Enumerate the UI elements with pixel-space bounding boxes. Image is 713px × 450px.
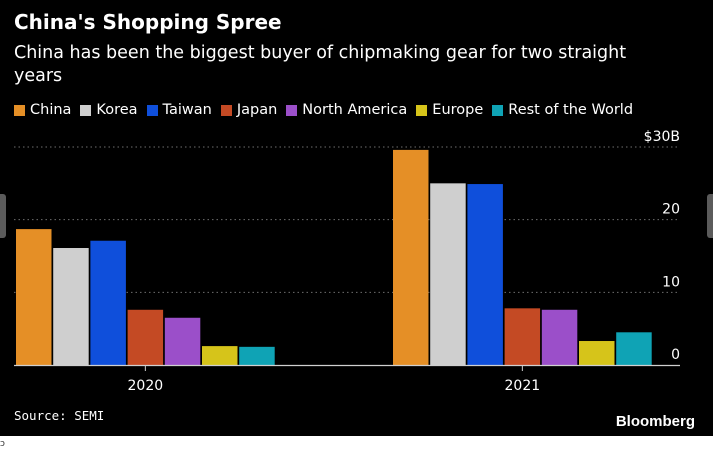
chart-title: China's Shopping Spree	[14, 10, 282, 34]
legend-swatch	[416, 104, 428, 116]
legend-item-china: China	[14, 102, 71, 118]
bar-north-america-2021	[541, 309, 578, 365]
bar-europe-2020	[202, 346, 238, 365]
legend-label: North America	[302, 102, 408, 118]
legend: China Korea Taiwan Japan North America Europe…	[14, 102, 704, 118]
legend-item-taiwan: Taiwan	[146, 102, 212, 118]
legend-item-japan: Japan	[220, 102, 278, 118]
legend-item-rest-of-the-world: Rest of the World	[492, 102, 633, 118]
y-tick-label: 0	[671, 347, 680, 363]
legend-label: Japan	[236, 102, 278, 118]
right-scroll-handle[interactable]	[707, 194, 713, 238]
bar-china-2021	[393, 149, 429, 365]
chart-subtitle: China has been the biggest buyer of chip…	[14, 43, 627, 86]
y-tick-label: $30B	[644, 129, 680, 145]
bar-japan-2020	[127, 309, 164, 365]
bar-rest-of-the-world-2021	[616, 332, 652, 365]
legend-swatch	[14, 104, 25, 116]
legend-item-korea: Korea	[80, 102, 138, 118]
bar-chart: $30B 20 10 0 2020 2021	[14, 129, 680, 394]
legend-label: Taiwan	[162, 102, 212, 118]
y-tick-label: 10	[662, 274, 680, 290]
bar-north-america-2020	[164, 317, 201, 365]
bar-europe-2021	[579, 341, 615, 365]
source-note: Source: SEMI	[14, 408, 105, 423]
chart-frame: China's Shopping Spree China has been th…	[0, 0, 713, 436]
bloomberg-logo: Bloomberg	[615, 413, 695, 430]
bar-taiwan-2020	[90, 240, 126, 365]
bar-korea-2020	[53, 248, 89, 365]
bar-rest-of-the-world-2020	[239, 346, 275, 365]
legend-item-north-america: North America	[286, 102, 407, 118]
legend-swatch	[492, 104, 504, 116]
x-tick-label: 2021	[505, 378, 541, 394]
legend-swatch	[220, 104, 232, 116]
corner-glyph: ɔ	[0, 439, 5, 449]
bar-taiwan-2021	[467, 184, 503, 365]
legend-label: Korea	[96, 102, 138, 118]
y-tick-label: 20	[662, 202, 680, 218]
legend-item-europe: Europe	[416, 102, 483, 118]
x-tick-label: 2020	[128, 378, 164, 394]
legend-swatch	[80, 104, 92, 116]
bar-korea-2021	[430, 183, 466, 365]
legend-swatch	[286, 104, 298, 116]
legend-label: China	[30, 102, 72, 118]
legend-label: Europe	[432, 102, 484, 118]
legend-swatch	[146, 104, 158, 116]
legend-label: Rest of the World	[508, 102, 634, 118]
left-scroll-handle[interactable]	[0, 194, 6, 238]
bar-china-2020	[16, 229, 52, 365]
bar-japan-2021	[504, 308, 541, 365]
